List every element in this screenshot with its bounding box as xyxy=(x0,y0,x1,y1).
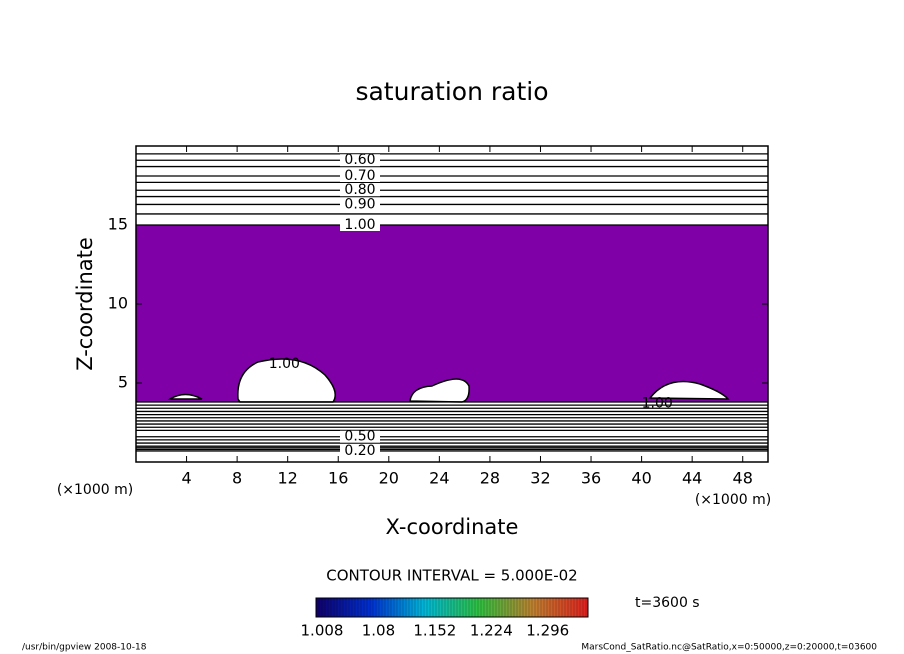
colorbar-tick-label: 1.224 xyxy=(470,622,513,640)
contour-interval: CONTOUR INTERVAL = 5.000E-02 xyxy=(326,567,577,585)
contour-label-bg xyxy=(340,170,380,183)
blob xyxy=(409,378,470,403)
contour-label: 0.80 xyxy=(344,182,375,198)
x-tick-label: 16 xyxy=(328,469,348,488)
x-tick-label: 28 xyxy=(480,469,500,488)
y-unit: (×1000 m) xyxy=(57,482,133,498)
footer-left: /usr/bin/gpview 2008-10-18 xyxy=(22,643,147,653)
contour-label-bg xyxy=(340,444,380,457)
contour-label-bg xyxy=(340,184,380,197)
colorbar-tick-label: 1.008 xyxy=(301,622,344,640)
x-unit: (×1000 m) xyxy=(695,492,771,508)
chart-title: saturation ratio xyxy=(355,77,548,106)
x-tick-label: 32 xyxy=(530,469,550,488)
contour-label: 0.60 xyxy=(344,152,375,168)
blob xyxy=(648,380,730,400)
contour-label-bg xyxy=(340,154,380,167)
contour-label-bg xyxy=(340,219,380,231)
colorbar xyxy=(315,597,589,618)
contour-label: 0.70 xyxy=(344,168,375,184)
x-tick-label: 8 xyxy=(232,469,242,488)
x-tick-label: 20 xyxy=(379,469,399,488)
annotation: 1.00 xyxy=(269,356,300,372)
blob xyxy=(237,358,336,403)
footer-right: MarsCond_SatRatio.nc@SatRatio,x=0:50000,… xyxy=(581,643,877,653)
x-tick-label: 24 xyxy=(429,469,449,488)
time-label: t=3600 s xyxy=(635,595,700,611)
x-tick-label: 40 xyxy=(631,469,651,488)
x-tick-label: 44 xyxy=(682,469,702,488)
colorbar-tick-label: 1.296 xyxy=(526,622,569,640)
x-axis-label: X-coordinate xyxy=(386,515,519,539)
contour-label-bg xyxy=(340,198,380,211)
unsaturated-regions xyxy=(167,358,730,403)
x-tick-label: 36 xyxy=(581,469,601,488)
contour-label: 0.50 xyxy=(344,429,375,445)
y-tick-label: 10 xyxy=(108,294,128,313)
y-tick-label: 15 xyxy=(108,215,128,234)
y-axis-label: Z-coordinate xyxy=(73,237,97,371)
y-tick-label: 5 xyxy=(118,373,128,392)
x-tick-label: 4 xyxy=(181,469,191,488)
x-tick-label: 48 xyxy=(733,469,753,488)
colorbar-tick-label: 1.152 xyxy=(413,622,456,640)
contour-label: 0.90 xyxy=(344,196,375,212)
shaded-region xyxy=(136,225,768,402)
contour-label-bg xyxy=(340,430,380,443)
annotation: 1.00 xyxy=(642,396,673,412)
blob xyxy=(167,393,203,400)
x-tick-label: 12 xyxy=(278,469,298,488)
colorbar-tick-label: 1.08 xyxy=(362,622,395,640)
contour-label: 0.20 xyxy=(344,443,375,459)
contour-label: 1.00 xyxy=(344,217,375,233)
